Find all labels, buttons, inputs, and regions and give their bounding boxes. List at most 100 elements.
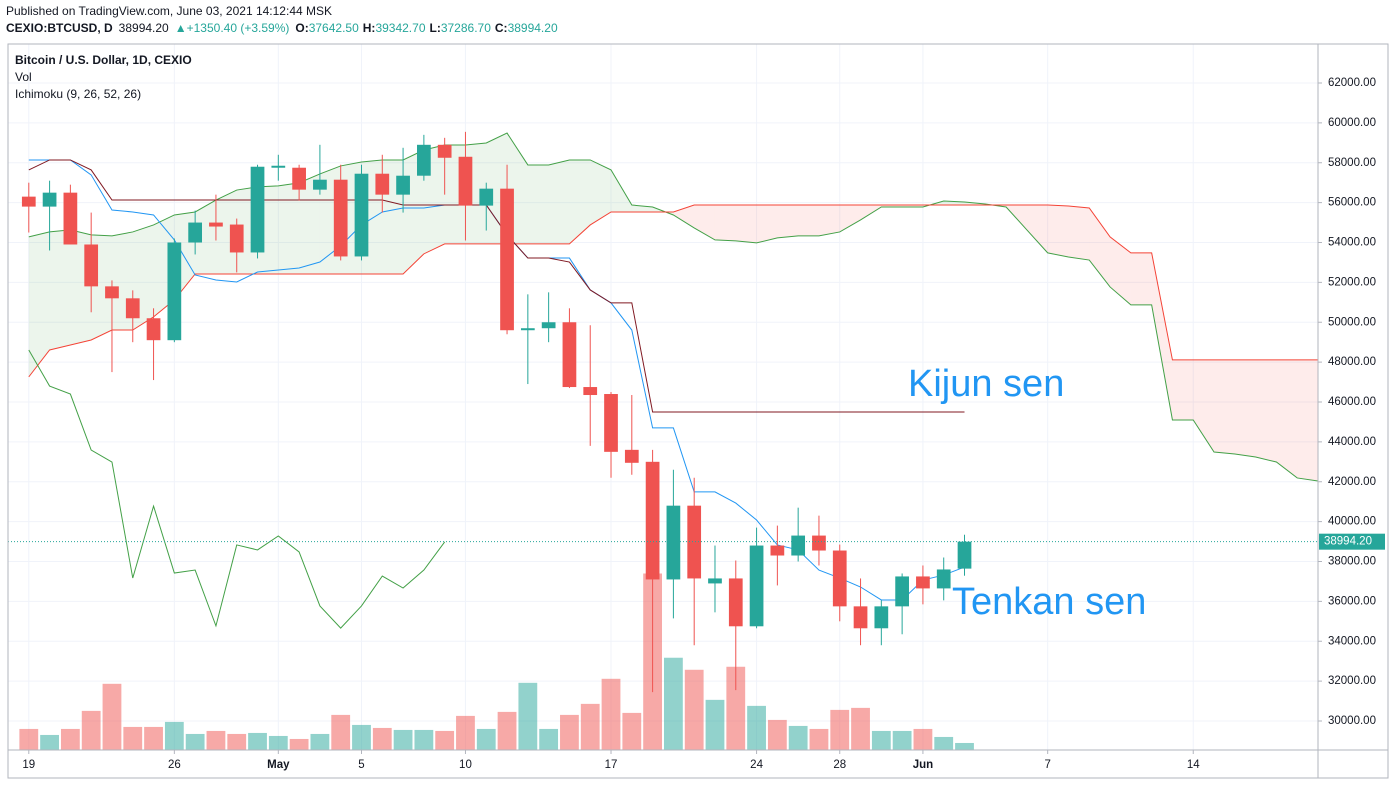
candle-body — [375, 173, 390, 195]
ohlc-key: L: — [430, 21, 441, 35]
ohlc-value: 37642.50 — [309, 21, 359, 35]
y-tick-label: 40000.00 — [1328, 516, 1376, 528]
cloud-fill — [1110, 236, 1131, 305]
volume-bar — [268, 735, 288, 750]
cloud-fill — [527, 164, 549, 244]
candle-body — [500, 188, 514, 331]
change: ▲+1350.40 (+3.59%) — [175, 21, 290, 35]
candle-body — [313, 179, 327, 190]
candle-body — [229, 224, 244, 253]
candle-body — [895, 576, 909, 607]
cloud-fill — [1276, 359, 1298, 478]
volume-bar — [851, 707, 870, 750]
cloud-fill — [714, 205, 736, 241]
ohlc-value: 39342.70 — [375, 21, 425, 35]
cloud-fill — [756, 205, 778, 243]
annotation: Kijun sen — [908, 363, 1064, 405]
candle-body — [188, 222, 203, 243]
cloud-fill — [611, 169, 632, 212]
grid — [8, 44, 1318, 750]
candle-body — [42, 192, 57, 207]
cloud-fill — [694, 205, 715, 240]
volume-bar — [934, 736, 954, 750]
cloud-fill — [1130, 252, 1152, 305]
cloud-fill — [569, 159, 591, 244]
volume-bar — [788, 725, 808, 750]
senkou-line — [28, 204, 1318, 378]
volume-bar — [684, 669, 704, 750]
volume-bar — [955, 742, 974, 750]
cloud-fill — [195, 200, 216, 274]
y-tick-label: 30000.00 — [1328, 715, 1376, 727]
volume-bar — [81, 710, 101, 750]
last-price-label: 38994.20 — [1324, 536, 1372, 548]
frame — [7, 43, 1389, 779]
x-tick-label: 19 — [22, 759, 35, 771]
legend-symbol: Bitcoin / U.S. Dollar, 1D, CEXIO — [15, 53, 192, 67]
candle-body — [146, 318, 161, 341]
cloud-fill — [299, 173, 320, 274]
candle-body — [541, 322, 556, 329]
cloud-fill — [590, 159, 612, 225]
candle-body — [354, 173, 369, 257]
y-tick-label: 32000.00 — [1328, 675, 1376, 687]
senkou-line — [28, 132, 1318, 482]
symbol: CEXIO:BTCUSD, D — [6, 21, 113, 35]
volume-bar — [393, 729, 413, 750]
volume-bar — [206, 730, 226, 750]
candle-body — [604, 394, 618, 452]
candle-body — [916, 576, 930, 589]
price: 38994.20 — [119, 21, 169, 35]
volume-bar — [767, 719, 787, 750]
volume-bar — [144, 726, 163, 750]
volume-bar — [414, 729, 434, 750]
volume-bar — [164, 721, 184, 750]
y-tick-label: 58000.00 — [1328, 157, 1376, 169]
cloud-fill — [798, 205, 819, 236]
volume-bar — [518, 682, 538, 750]
volume-bar — [476, 728, 496, 750]
volume-bar — [539, 728, 559, 750]
ohlc-key: C: — [495, 21, 508, 35]
candle-body — [728, 578, 743, 627]
ichimoku-line — [28, 349, 446, 629]
x-tick-label: 26 — [168, 759, 181, 771]
candle-body — [853, 606, 868, 629]
candle-body — [645, 461, 660, 580]
x-tick-label: May — [267, 759, 290, 771]
candle-body — [749, 545, 764, 627]
cloud-fill — [777, 205, 799, 238]
candle-body — [250, 166, 265, 253]
volume-bar — [310, 733, 330, 750]
volume-bar — [19, 728, 39, 750]
cloud-fill — [1214, 359, 1235, 455]
candle-body — [936, 569, 951, 589]
volume-bar — [435, 730, 455, 750]
volume-bar — [809, 728, 829, 750]
candle-body — [125, 298, 140, 319]
candle-body — [687, 505, 702, 579]
ichimoku-line — [28, 159, 965, 413]
symbol-line: CEXIO:BTCUSD, D 38994.20 ▲+1350.40 (+3.59%… — [6, 21, 558, 35]
volume-bar — [227, 733, 247, 750]
x-tick-label: 7 — [1044, 759, 1050, 771]
volume-bar — [705, 699, 725, 750]
candle-body — [105, 286, 119, 299]
volume-bar — [497, 711, 517, 750]
candle-body — [666, 505, 681, 580]
y-tick-label: 34000.00 — [1328, 635, 1376, 647]
candle-body — [520, 328, 535, 331]
y-tick-label: 50000.00 — [1328, 316, 1376, 328]
ohlc-key: H: — [363, 21, 376, 35]
candle-body — [874, 606, 889, 629]
cloud-fill — [28, 231, 50, 377]
candle-body — [437, 144, 452, 158]
candle-body — [458, 156, 473, 206]
cloud-fill — [548, 159, 570, 244]
volume-bar — [372, 727, 392, 750]
candle-body — [396, 175, 410, 195]
candle-body — [333, 179, 348, 257]
candle-body — [957, 541, 972, 569]
